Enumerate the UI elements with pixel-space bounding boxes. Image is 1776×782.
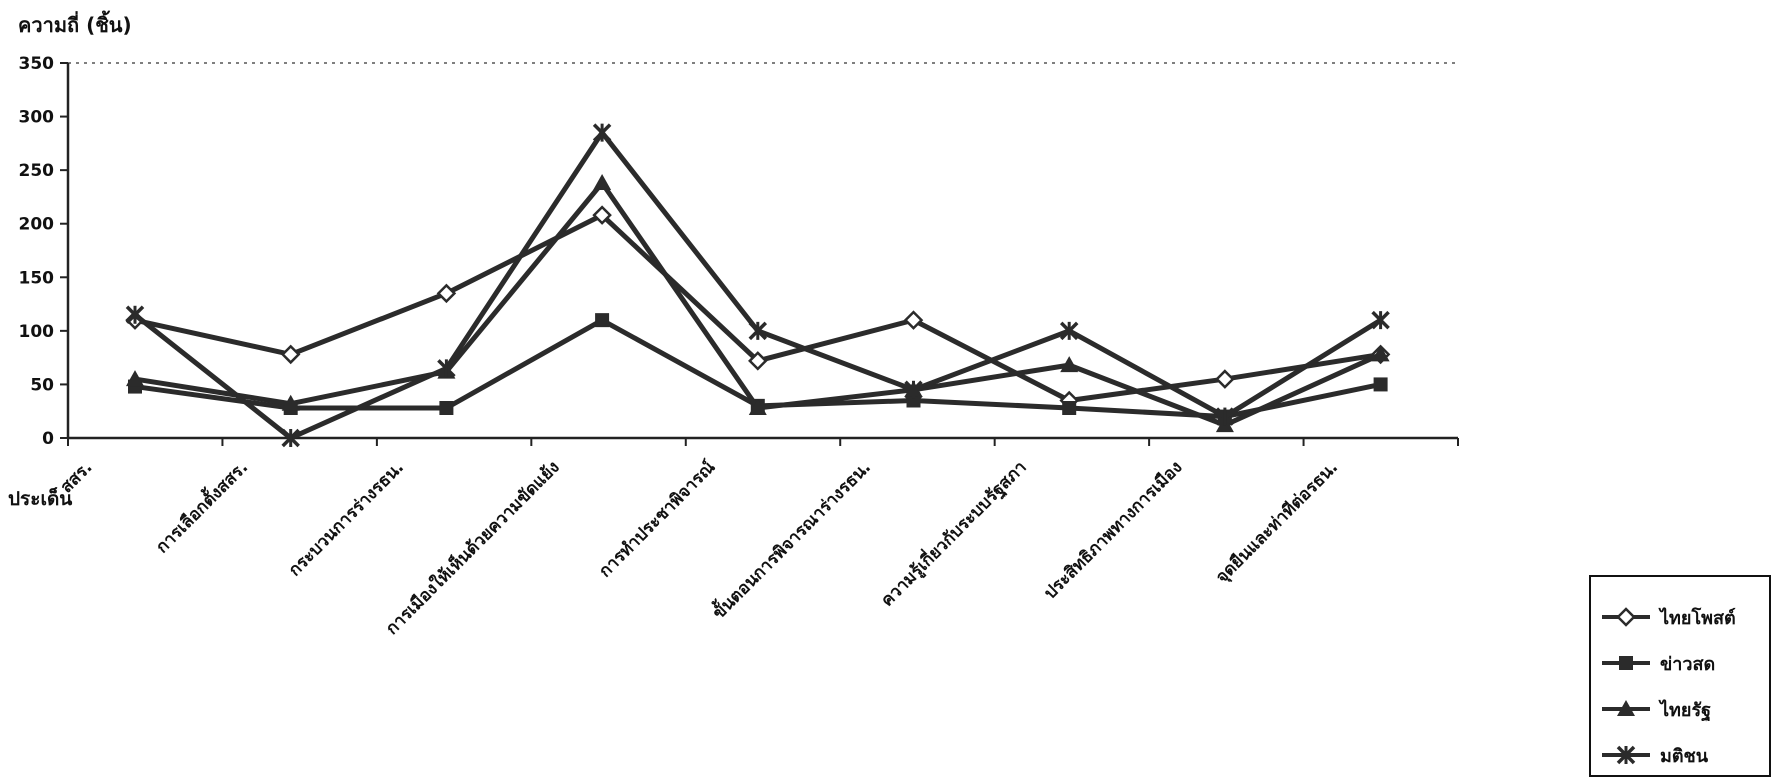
legend-label: ไทยโพสต์ [1658,607,1736,629]
y-tick-group: 0 50 100 150 200 250 300 350 [19,54,68,449]
data-point [903,310,924,330]
category-label: ความรู้เกี่ยวกับระบบรัฐสภา [875,455,1031,611]
data-point [126,370,144,387]
y-tick-label: 200 [19,215,55,235]
category-label: การเมืองให้เห็นด้วยความขัดแย้ง [380,455,564,639]
series-group [125,123,1391,448]
legend-item: มติชน [1602,745,1709,767]
category-label: ขั้นตอนการพิจารณาร่างรธน. [706,455,875,624]
legend-item: ไทยโพสต์ [1602,607,1736,629]
y-axis-title: ความถี่ (ชิ้น) [18,10,132,37]
data-point [1062,401,1077,415]
category-label: กระบวนการร่างรธน. [285,457,408,580]
data-point [281,394,300,411]
series-line [133,130,1382,441]
data-point [436,283,457,304]
series-3 [126,174,1390,433]
data-point [748,399,767,415]
data-point [906,393,921,408]
category-label: การทำประชาพิจารณ์ [595,457,720,582]
data-point [1373,377,1388,392]
series-4 [125,123,1390,448]
legend-marker [1619,656,1633,670]
y-tick-label: 50 [30,375,54,395]
data-point [595,313,610,328]
legend-item: ไทยรัฐ [1602,699,1711,722]
category-label-group: สสร. การเลือกตั้งสสร. กระบวนการร่างรธน.การ… [57,455,1342,639]
legend-label: ข่าวสด [1660,654,1715,675]
x-axis-title: ประเด็น [8,486,72,510]
y-tick-label: 100 [19,322,55,342]
data-point [593,174,612,190]
data-point [1059,321,1079,341]
data-point [280,344,301,365]
data-point [1215,369,1235,389]
data-point [592,205,612,225]
category-label: ประสิทธิภาพทางการเมือง [1040,457,1187,604]
legend-label: มติชน [1660,746,1709,767]
data-point [904,380,923,400]
data-point [125,305,145,325]
y-tick-label: 250 [19,161,55,181]
data-point [1060,356,1079,373]
data-point [1371,345,1390,362]
data-point [592,123,612,142]
y-tick-label: 350 [19,54,55,74]
legend-marker [1616,607,1636,627]
y-tick-label: 300 [19,108,55,128]
legend-box [1589,575,1771,777]
legend-marker [1616,745,1636,765]
axes-group [66,63,1459,446]
data-point [439,401,454,415]
data-point [281,428,300,448]
legend-marker [1617,700,1635,716]
data-point [1215,407,1235,426]
data-point [437,359,456,378]
data-point [1371,310,1390,330]
series-line [134,180,1382,428]
data-point [748,321,768,341]
series-1 [125,205,1391,411]
y-tick-label: 150 [19,268,55,288]
series-line [134,212,1381,403]
category-label: จุดยืนและท่าทีต่อรธน. [1211,457,1342,588]
data-point [748,351,768,371]
legend-item: ข่าวสด [1602,654,1715,675]
category-label: การเลือกตั้งสสร. [149,455,252,558]
y-tick-label: 0 [42,429,54,449]
legend-label: ไทยรัฐ [1658,699,1711,722]
